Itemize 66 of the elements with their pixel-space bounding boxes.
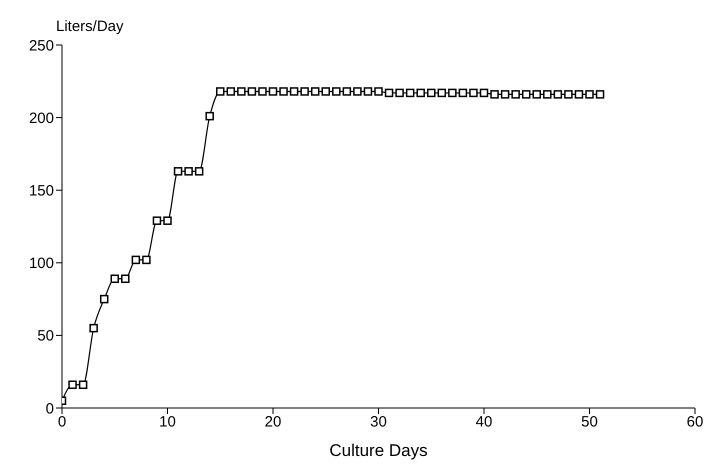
x-tick-label: 50 xyxy=(581,414,598,431)
y-tick-label: 100 xyxy=(28,255,54,272)
point xyxy=(511,90,520,99)
point xyxy=(216,87,224,96)
point xyxy=(332,87,341,96)
point xyxy=(406,88,414,98)
point xyxy=(469,88,478,98)
point xyxy=(310,87,320,96)
point xyxy=(554,90,562,99)
point xyxy=(458,88,468,98)
x-tick-label: 0 xyxy=(58,414,66,431)
point xyxy=(585,90,594,99)
point xyxy=(500,90,510,99)
y-tick-label: 150 xyxy=(28,182,54,200)
point xyxy=(342,87,352,96)
point xyxy=(300,87,309,96)
point xyxy=(142,256,151,264)
point xyxy=(480,88,488,98)
point xyxy=(205,112,214,120)
point xyxy=(194,167,204,176)
point xyxy=(438,88,446,98)
point xyxy=(110,274,119,284)
point xyxy=(427,88,436,98)
point xyxy=(258,87,267,96)
y-axis-title: Liters/Day xyxy=(56,18,124,35)
x-axis-title: Culture Days xyxy=(329,441,428,460)
point xyxy=(132,256,140,264)
point xyxy=(374,87,383,96)
point xyxy=(322,87,330,96)
point xyxy=(353,87,362,96)
x-tick-label: 20 xyxy=(264,414,282,431)
point xyxy=(152,216,162,225)
x-tick-label: 10 xyxy=(159,414,176,431)
point xyxy=(184,167,193,176)
point xyxy=(226,87,236,96)
point xyxy=(237,87,246,96)
x-tick-label: 30 xyxy=(370,414,387,431)
point xyxy=(522,90,530,99)
point xyxy=(163,216,172,225)
point xyxy=(384,88,394,98)
point xyxy=(174,167,182,176)
point xyxy=(596,90,604,99)
point xyxy=(78,380,88,390)
point xyxy=(532,90,541,99)
x-tick-label: 60 xyxy=(686,414,704,431)
point xyxy=(416,88,425,98)
point xyxy=(395,88,404,98)
point xyxy=(448,88,457,98)
point xyxy=(68,380,77,390)
point xyxy=(574,90,584,99)
point xyxy=(364,87,372,96)
y-tick-label: 50 xyxy=(37,328,54,345)
x-tick-label: 40 xyxy=(476,414,492,431)
point xyxy=(248,87,256,96)
point xyxy=(100,294,108,304)
point xyxy=(564,90,573,99)
point xyxy=(268,87,278,96)
point xyxy=(290,87,298,96)
point xyxy=(543,90,552,99)
y-tick-label: 0 xyxy=(46,400,54,418)
point xyxy=(121,274,130,284)
y-tick-label: 200 xyxy=(28,110,54,127)
point xyxy=(490,90,499,99)
point xyxy=(89,324,98,332)
y-tick-label: 250 xyxy=(28,37,54,54)
point xyxy=(279,87,288,96)
